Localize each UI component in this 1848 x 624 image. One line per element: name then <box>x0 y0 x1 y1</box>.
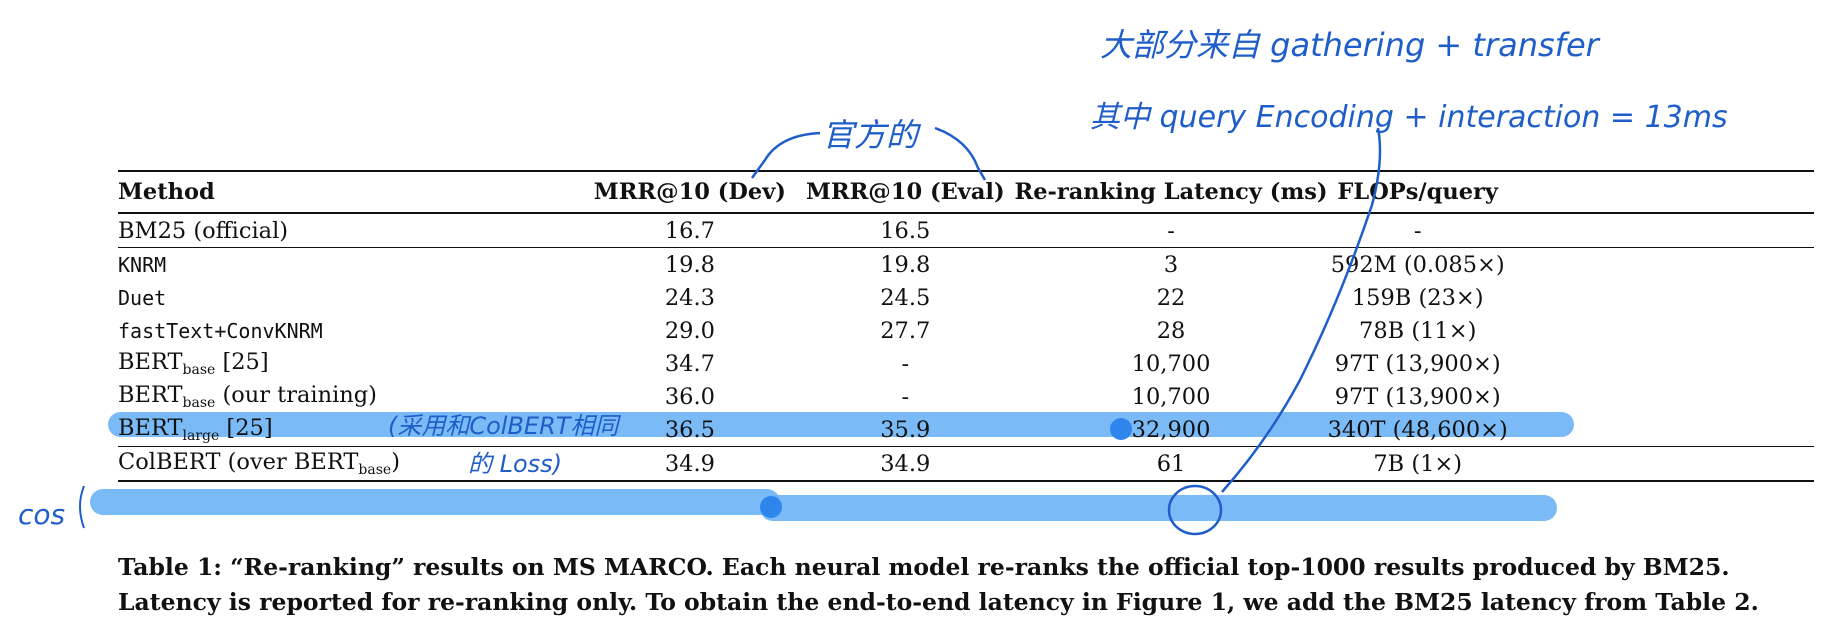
header-mrr-eval: MRR@10 (Eval) <box>806 179 1005 205</box>
cell-method: fastText+ConvKNRM <box>118 318 323 343</box>
cell-dev: 34.7 <box>664 350 715 377</box>
cell-flops: 97T (13,900×) <box>1334 350 1501 377</box>
cell-latency: - <box>1014 213 1328 248</box>
official-arrow-right <box>934 126 987 181</box>
caption-line-2: Latency is reported for re-ranking only.… <box>118 588 1759 616</box>
cell-dev: 34.9 <box>583 446 797 482</box>
cell-dev: 19.8 <box>664 251 715 278</box>
cell-eval: 35.9 <box>880 416 931 443</box>
circle-61 <box>1167 484 1223 536</box>
highlight-dot <box>1110 418 1132 440</box>
table-caption: Table 1: “Re-ranking” results on MS MARC… <box>118 550 1818 620</box>
cell-dev: 16.7 <box>583 213 797 248</box>
cell-flops: 592M (0.085×) <box>1330 251 1505 278</box>
cell-eval: 34.9 <box>796 446 1015 482</box>
header-mrr-dev: MRR@10 (Dev) <box>593 179 786 205</box>
cell-dev: 24.3 <box>664 284 715 311</box>
cell-method: BERTlarge [25] <box>118 415 273 444</box>
cell-method: ColBERT (over BERTbase) <box>118 446 584 482</box>
cell-method: Duet <box>118 285 167 310</box>
table-row: Duet 24.3 24.5 22 159B (23×) <box>118 281 1814 314</box>
annotation-official: 官方的 <box>822 116 919 154</box>
cell-method: BM25 (official) <box>118 213 584 248</box>
cell-latency: 61 <box>1014 446 1328 482</box>
cell-latency: 22 <box>1156 284 1186 311</box>
cell-eval: - <box>901 383 910 410</box>
caption-line-1: Table 1: “Re-ranking” results on MS MARC… <box>118 553 1730 581</box>
cell-dev: 29.0 <box>664 317 715 344</box>
cell-flops: 97T (13,900×) <box>1334 383 1501 410</box>
header-method: Method <box>118 179 215 205</box>
highlight-colbert-left <box>90 489 780 515</box>
table-row: BM25 (official) 16.7 16.5 - - <box>118 213 1814 248</box>
cell-method: KNRM <box>118 252 167 277</box>
cell-latency: 28 <box>1156 317 1186 344</box>
annotation-gathering-transfer: 大部分来自 gathering + transfer <box>1100 26 1599 64</box>
annotation-query-encoding: 其中 query Encoding + interaction = 13ms <box>1090 100 1728 135</box>
annotation-same-loss-line-1: (采用和ColBERT相同 <box>388 412 619 440</box>
table-row: BERTbase [25] 34.7 - 10,700 97T (13,900×… <box>118 347 1814 380</box>
annotation-same-loss-line-2: 的 Loss) <box>468 450 563 478</box>
official-arrow-left <box>750 131 821 179</box>
header-latency: Re-ranking Latency (ms) <box>1014 179 1328 205</box>
cell-eval: 16.5 <box>796 213 1015 248</box>
cell-flops: 7B (1×) <box>1327 446 1508 482</box>
cell-latency: 10,700 <box>1131 383 1211 410</box>
cell-latency: 3 <box>1163 251 1179 278</box>
table-row: KNRM 19.8 19.8 3 592M (0.085×) <box>118 248 1814 282</box>
cell-flops: 159B (23×) <box>1351 284 1484 311</box>
latency-arrow <box>1221 127 1382 493</box>
cell-dev: 36.0 <box>664 383 715 410</box>
cell-latency: 10,700 <box>1131 350 1211 377</box>
results-table: Method MRR@10 (Dev) MRR@10 (Eval) Re-ran… <box>118 170 1814 482</box>
cell-flops: - <box>1327 213 1508 248</box>
highlight-dot <box>760 496 782 518</box>
table-row: BERTlarge [25] 36.5 35.9 32,900 340T (48… <box>118 413 1814 447</box>
cell-eval: 27.7 <box>880 317 931 344</box>
cell-method: BERTbase [25] <box>118 349 269 378</box>
cell-flops: 78B (11×) <box>1359 317 1477 344</box>
cell-dev: 36.5 <box>664 416 715 443</box>
cos-bracket <box>79 485 85 529</box>
table-header-row: Method MRR@10 (Dev) MRR@10 (Eval) Re-ran… <box>118 171 1814 213</box>
cell-method: BERTbase (our training) <box>118 382 377 411</box>
table-row: fastText+ConvKNRM 29.0 27.7 28 78B (11×) <box>118 314 1814 347</box>
table-row: BERTbase (our training) 36.0 - 10,700 97… <box>118 380 1814 413</box>
annotation-cos: cos <box>18 498 66 531</box>
table-row: ColBERT (over BERTbase) 34.9 34.9 61 7B … <box>118 446 1814 482</box>
cell-eval: 24.5 <box>880 284 931 311</box>
cell-flops: 340T (48,600×) <box>1327 416 1508 443</box>
cell-latency: 32,900 <box>1131 416 1211 443</box>
header-flops: FLOPs/query <box>1337 179 1498 205</box>
highlight-colbert-right <box>760 495 1557 521</box>
highlight-bert-our-training <box>108 412 1574 437</box>
cell-eval: 19.8 <box>880 251 931 278</box>
cell-eval: - <box>901 350 910 377</box>
